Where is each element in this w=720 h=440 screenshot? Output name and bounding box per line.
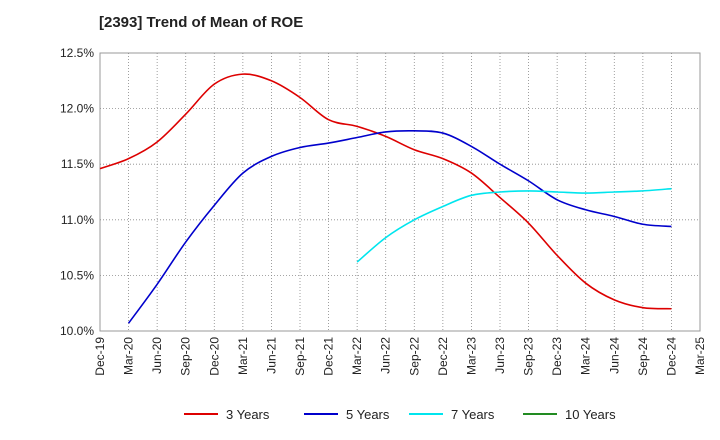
- x-tick-label: Dec-20: [207, 337, 221, 376]
- x-tick-label: Dec-19: [93, 337, 107, 376]
- legend-label-10-years: 10 Years: [565, 407, 616, 422]
- legend-label-5-years: 5 Years: [346, 407, 390, 422]
- x-tick-label: Sep-21: [293, 337, 307, 376]
- x-tick-label: Jun-20: [150, 337, 164, 374]
- x-tick-label: Mar-22: [350, 337, 364, 375]
- x-tick-label: Dec-22: [436, 337, 450, 376]
- series-line-5-years: [127, 129, 672, 324]
- y-tick-label: 10.5%: [60, 268, 94, 282]
- chart-title: [2393] Trend of Mean of ROE: [99, 14, 304, 31]
- x-tick-label: Dec-23: [550, 337, 564, 376]
- x-tick-label: Mar-25: [693, 337, 707, 375]
- x-tick-label: Mar-24: [579, 337, 593, 375]
- x-tick-label: Jun-22: [379, 337, 393, 374]
- x-tick-label: Jun-21: [264, 337, 278, 374]
- x-tick-label: Sep-23: [522, 337, 536, 376]
- x-tick-label: Sep-22: [407, 337, 421, 376]
- y-tick-label: 10.0%: [60, 324, 94, 338]
- series-line-3-years: [99, 73, 672, 310]
- y-tick-label: 12.0%: [60, 102, 94, 116]
- x-tick-label: Dec-24: [664, 337, 678, 376]
- y-tick-label: 11.0%: [61, 213, 94, 227]
- x-tick-label: Dec-21: [322, 337, 336, 376]
- x-tick-label: Jun-23: [493, 337, 507, 374]
- x-tick-label: Jun-24: [607, 337, 621, 374]
- legend-label-7-years: 7 Years: [451, 407, 495, 422]
- legend-label-3-years: 3 Years: [226, 407, 270, 422]
- x-tick-label: Mar-21: [236, 337, 250, 375]
- x-tick-label: Sep-20: [179, 337, 193, 376]
- x-tick-label: Mar-20: [122, 337, 136, 375]
- y-tick-label: 11.5%: [61, 157, 94, 171]
- x-tick-label: Sep-24: [636, 337, 650, 376]
- x-tick-label: Mar-23: [464, 337, 478, 375]
- y-tick-label: 12.5%: [60, 46, 94, 60]
- series-line-7-years: [356, 187, 672, 263]
